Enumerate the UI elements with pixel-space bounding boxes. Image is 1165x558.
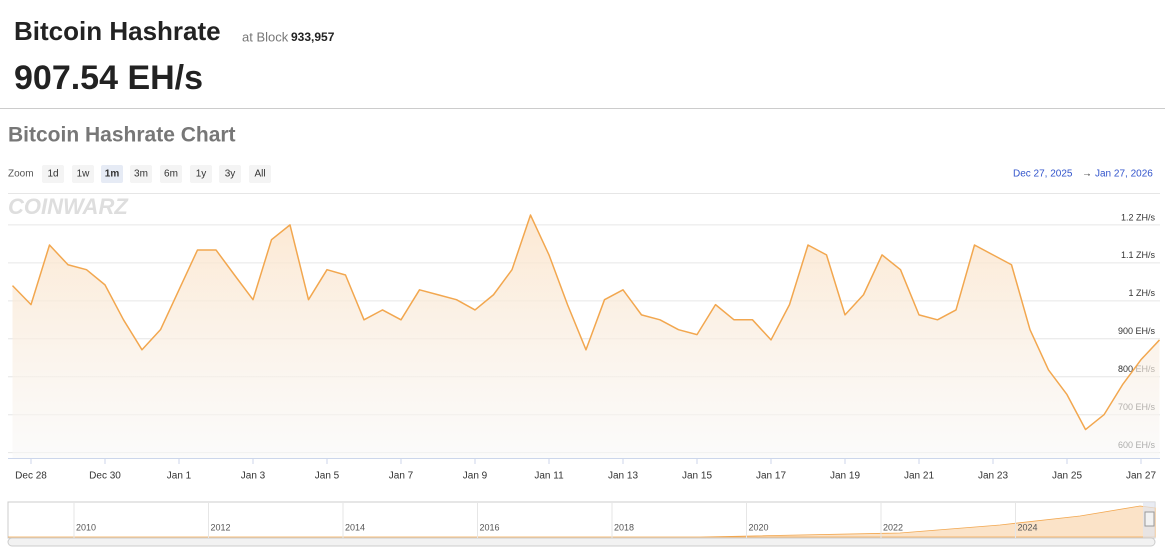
x-tick-label: Jan 17 xyxy=(756,471,786,482)
x-tick-label: Jan 3 xyxy=(241,471,266,482)
zoom-button-label[interactable]: 1d xyxy=(47,169,58,180)
zoom-button-label[interactable]: 1w xyxy=(77,169,91,180)
zoom-button[interactable] xyxy=(190,165,212,183)
navigator-label: 2024 xyxy=(1018,522,1038,532)
zoom-button-label[interactable]: 3y xyxy=(225,169,236,180)
zoom-label: Zoom xyxy=(8,169,34,180)
chart-heading: Bitcoin Hashrate Chart xyxy=(8,124,236,147)
x-tick-label: Jan 21 xyxy=(904,471,934,482)
navigator-label: 2012 xyxy=(211,522,231,532)
navigator-label: 2016 xyxy=(480,522,500,532)
x-tick-label: Jan 15 xyxy=(682,471,712,482)
zoom-button-label[interactable]: All xyxy=(254,169,265,180)
navigator-label: 2014 xyxy=(345,522,365,532)
hashrate-value: 907.54 EH/s xyxy=(14,59,203,97)
scrollbar[interactable] xyxy=(7,537,1156,547)
range-from: Dec 27, 2025 xyxy=(1013,169,1073,180)
zoom-button[interactable] xyxy=(130,165,152,183)
x-tick-label: Jan 1 xyxy=(167,471,192,482)
zoom-button-label[interactable]: 1m xyxy=(105,169,120,180)
navigator-label: 2018 xyxy=(614,522,634,532)
x-tick-label: Jan 27 xyxy=(1126,471,1156,482)
x-tick-label: Dec 30 xyxy=(89,471,121,482)
zoom-button[interactable] xyxy=(42,165,64,183)
block-prefix: at Block xyxy=(242,29,289,44)
zoom-button[interactable] xyxy=(219,165,241,183)
zoom-button-label[interactable]: 6m xyxy=(164,169,178,180)
y-tick-label: 1.1 ZH/s xyxy=(1121,250,1156,260)
x-tick-label: Jan 5 xyxy=(315,471,340,482)
navigator-label: 2010 xyxy=(76,522,96,532)
block-number: 933,957 xyxy=(291,30,335,44)
y-tick-label: 1 ZH/s xyxy=(1128,288,1155,298)
zoom-button[interactable] xyxy=(101,165,123,183)
y-tick-label: 1.2 ZH/s xyxy=(1121,212,1156,222)
navigator-handle[interactable] xyxy=(1144,511,1155,527)
x-tick-label: Jan 13 xyxy=(608,471,638,482)
range-arrow: → xyxy=(1082,169,1092,180)
range-to: Jan 27, 2026 xyxy=(1095,169,1153,180)
x-tick-label: Jan 9 xyxy=(463,471,488,482)
navigator-label: 2022 xyxy=(883,522,903,532)
zoom-button[interactable] xyxy=(160,165,182,183)
x-tick-label: Dec 28 xyxy=(15,471,47,482)
x-tick-label: Jan 23 xyxy=(978,471,1008,482)
x-tick-label: Jan 7 xyxy=(389,471,414,482)
x-tick-label: Jan 11 xyxy=(534,471,564,482)
page-title: Bitcoin Hashrate xyxy=(14,16,221,46)
watermark: COINWARZ xyxy=(8,194,129,219)
zoom-button[interactable] xyxy=(249,165,271,183)
zoom-button-label[interactable]: 1y xyxy=(196,169,207,180)
navigator-label: 2020 xyxy=(749,522,769,532)
line xyxy=(11,214,1161,431)
zoom-button-label[interactable]: 3m xyxy=(134,169,148,180)
x-tick-label: Jan 19 xyxy=(830,471,860,482)
x-tick-label: Jan 25 xyxy=(1052,471,1082,482)
zoom-button[interactable] xyxy=(72,165,94,183)
y-tick-label: 900 EH/s xyxy=(1118,326,1156,336)
